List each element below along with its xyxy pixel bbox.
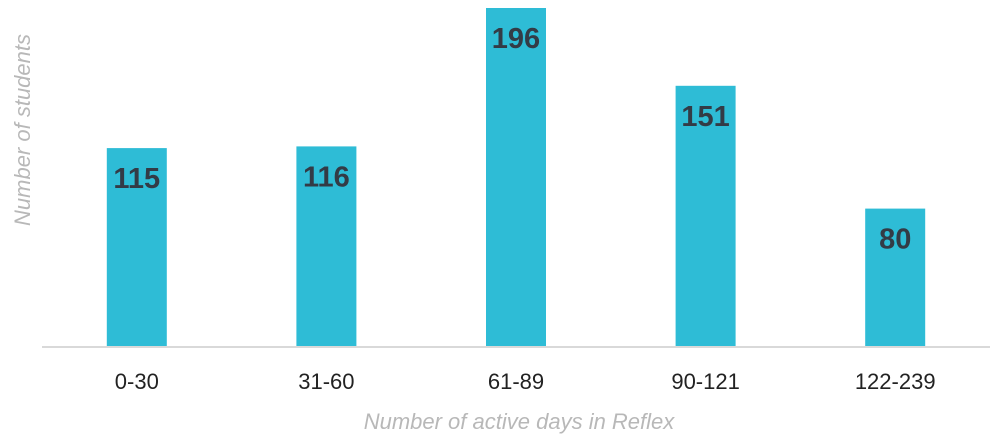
value-label-122-239: 80 <box>879 224 911 256</box>
x-tick-label-90-121: 90-121 <box>671 369 740 394</box>
bar-0-30 <box>106 148 167 347</box>
bar-31-60 <box>296 146 357 347</box>
value-labels: 115 116 196 151 80 <box>113 23 911 256</box>
y-axis-title: Number of students <box>10 34 35 226</box>
value-label-0-30: 115 <box>113 163 160 195</box>
x-tick-label-31-60: 31-60 <box>298 369 354 394</box>
value-label-90-121: 151 <box>681 101 729 133</box>
x-tick-label-61-89: 61-89 <box>488 369 544 394</box>
x-tick-label-122-239: 122-239 <box>855 369 936 394</box>
bars-group <box>106 8 926 348</box>
value-label-61-89: 196 <box>492 23 540 55</box>
bar-61-89 <box>486 8 546 347</box>
x-axis-title: Number of active days in Reflex <box>364 409 676 434</box>
bar-122-239 <box>865 208 926 347</box>
x-tick-label-0-30: 0-30 <box>115 369 159 394</box>
x-tick-labels: 0-30 31-60 61-89 90-121 122-239 <box>115 369 936 394</box>
value-label-31-60: 116 <box>303 161 350 193</box>
bar-90-121 <box>675 85 736 348</box>
